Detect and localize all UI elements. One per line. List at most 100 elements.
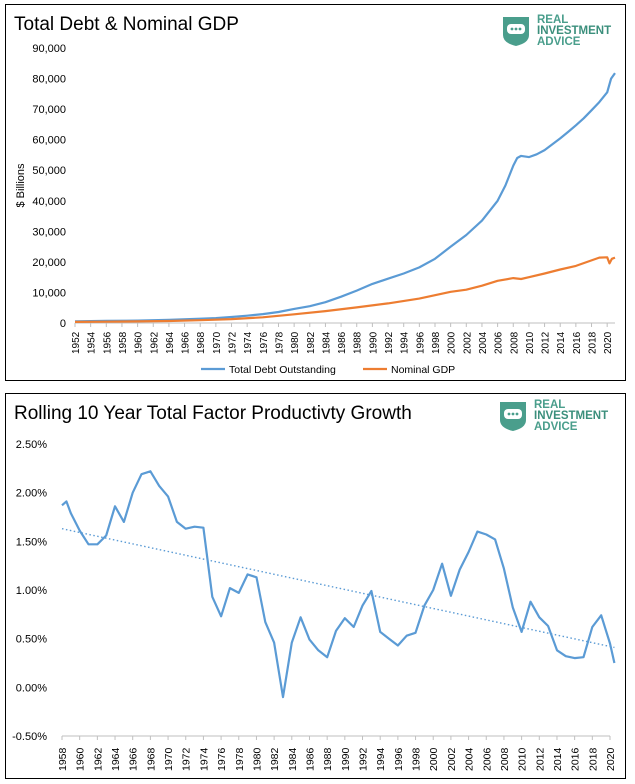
x-tick-label: 2002 bbox=[446, 747, 458, 771]
x-tick-label: 2012 bbox=[534, 747, 546, 771]
x-tick-label: 1964 bbox=[110, 747, 122, 771]
x-tick-label: 2006 bbox=[494, 331, 505, 354]
tfp-line-chart: -0.50% 0.00% 0.50% 1.00% 1.50% 2.00% 2.50% 1958… bbox=[12, 439, 617, 771]
y-tick-label: -0.50% bbox=[12, 731, 47, 743]
chart-title: Rolling 10 Year Total Factor Productivty… bbox=[14, 403, 412, 424]
x-tick-label: 1996 bbox=[393, 747, 405, 771]
x-tick-label: 1982 bbox=[306, 331, 317, 354]
x-tick-label: 2000 bbox=[428, 747, 440, 771]
x-tick-label: 2014 bbox=[552, 747, 564, 771]
brand-logo: REAL INVESTMENT ADVICE bbox=[498, 398, 628, 438]
brand-logo: REAL INVESTMENT ADVICE bbox=[501, 13, 631, 53]
y-tick-label: 20,000 bbox=[32, 257, 66, 269]
y-tick-label: 60,000 bbox=[32, 135, 66, 147]
x-tick-label: 2020 bbox=[603, 331, 614, 354]
x-tick-label: 2010 bbox=[525, 331, 536, 354]
x-tick-label: 1990 bbox=[368, 331, 379, 354]
x-tick-label: 1960 bbox=[134, 331, 145, 354]
x-tick-label: 1990 bbox=[340, 747, 352, 771]
x-tick-label: 1992 bbox=[358, 747, 370, 771]
x-tick-label: 1996 bbox=[415, 331, 426, 354]
x-tick-label: 1980 bbox=[290, 331, 301, 354]
x-tick-label: 2016 bbox=[570, 747, 582, 771]
y-tick-label: 80,000 bbox=[32, 74, 66, 86]
y-tick-label: 90,000 bbox=[32, 43, 66, 55]
x-tick-label: 1992 bbox=[384, 331, 395, 354]
x-tick-label: 1974 bbox=[198, 747, 210, 771]
y-tick-label: 2.00% bbox=[16, 488, 47, 500]
brand-line-1: REAL bbox=[534, 399, 566, 411]
x-tick-label: 1994 bbox=[375, 747, 387, 771]
y-tick-label: 70,000 bbox=[32, 104, 66, 116]
x-tick-label: 1998 bbox=[431, 331, 442, 354]
x-tick-label: 1962 bbox=[92, 747, 104, 771]
x-tick-label: 2000 bbox=[447, 331, 458, 354]
brand-line-2: INVESTMENT bbox=[537, 25, 612, 37]
debt-gdp-chart-panel: Total Debt & Nominal GDP REAL INVESTMENT… bbox=[5, 4, 626, 381]
x-tick-label: 1974 bbox=[243, 331, 254, 354]
x-tick-label: 1984 bbox=[321, 331, 332, 354]
y-tick-label: 30,000 bbox=[32, 226, 66, 238]
series-line-nominal-gdp bbox=[74, 256, 616, 323]
x-tick-label: 1952 bbox=[71, 331, 82, 354]
brand-line-3: ADVICE bbox=[537, 36, 581, 48]
x-tick-label: 1972 bbox=[181, 747, 193, 771]
x-tick-label: 2002 bbox=[462, 331, 473, 354]
debt-gdp-line-chart: 0 10,000 20,000 30,000 40,000 50,000 60,000 70,… bbox=[15, 43, 616, 376]
x-tick-label: 1966 bbox=[128, 747, 140, 771]
y-tick-label: 10,000 bbox=[32, 287, 66, 299]
y-tick-label: 50,000 bbox=[32, 165, 66, 177]
x-tick-label: 2012 bbox=[541, 331, 552, 354]
y-tick-label: 1.00% bbox=[16, 585, 47, 597]
brand-line-2: INVESTMENT bbox=[534, 410, 609, 422]
y-tick-label: 0.00% bbox=[16, 682, 47, 694]
y-tick-label: 2.50% bbox=[16, 439, 47, 451]
x-tick-label: 1976 bbox=[216, 747, 228, 771]
x-tick-label: 2004 bbox=[464, 747, 476, 771]
x-tick-label: 1980 bbox=[251, 747, 263, 771]
x-tick-label: 1984 bbox=[287, 747, 299, 771]
legend-label: Total Debt Outstanding bbox=[229, 364, 336, 376]
tfp-chart-panel: Rolling 10 Year Total Factor Productivty… bbox=[5, 393, 626, 779]
x-tick-label: 1988 bbox=[322, 747, 334, 771]
x-tick-label: 1994 bbox=[400, 331, 411, 354]
x-tick-label: 2018 bbox=[587, 747, 599, 771]
x-tick-label: 2006 bbox=[481, 747, 493, 771]
brand-text: REAL INVESTMENT ADVICE bbox=[534, 399, 609, 433]
x-tick-label: 1972 bbox=[228, 331, 239, 354]
series-line-total-debt bbox=[74, 72, 616, 323]
chart-title: Total Debt & Nominal GDP bbox=[14, 14, 239, 35]
x-tick-label: 1956 bbox=[102, 331, 113, 354]
brand-line-1: REAL bbox=[537, 14, 569, 26]
x-tick-label: 1968 bbox=[145, 747, 157, 771]
x-tick-label: 1986 bbox=[337, 331, 348, 354]
x-tick-label: 1982 bbox=[269, 747, 281, 771]
x-tick-label: 2016 bbox=[572, 331, 583, 354]
x-tick-label: 2018 bbox=[588, 331, 599, 354]
y-axis-label: $ Billions bbox=[15, 163, 27, 208]
x-tick-label: 2010 bbox=[517, 747, 529, 771]
x-tick-label: 1960 bbox=[75, 747, 87, 771]
brand-text: REAL INVESTMENT ADVICE bbox=[537, 14, 612, 48]
x-tick-label: 2008 bbox=[499, 747, 511, 771]
x-tick-label: 2004 bbox=[478, 331, 489, 354]
x-tick-label: 1978 bbox=[274, 331, 285, 354]
x-tick-label: 1986 bbox=[304, 747, 316, 771]
y-tick-label: 1.50% bbox=[16, 536, 47, 548]
chat-bubble-shield-icon bbox=[503, 17, 529, 46]
x-tick-label: 2020 bbox=[605, 747, 617, 771]
x-tick-label: 1970 bbox=[212, 331, 223, 354]
series-line-tfp-growth bbox=[61, 470, 616, 699]
x-tick-label: 1970 bbox=[163, 747, 175, 771]
brand-line-3: ADVICE bbox=[534, 421, 578, 433]
y-tick-label: 0.50% bbox=[16, 634, 47, 646]
x-tick-label: 1976 bbox=[259, 331, 270, 354]
x-tick-label: 1978 bbox=[234, 747, 246, 771]
x-tick-label: 1964 bbox=[165, 331, 176, 354]
x-tick-label: 2008 bbox=[509, 331, 520, 354]
x-tick-label: 1968 bbox=[196, 331, 207, 354]
x-tick-label: 1954 bbox=[87, 331, 98, 354]
x-tick-label: 1958 bbox=[118, 331, 129, 354]
x-tick-label: 1962 bbox=[149, 331, 160, 354]
x-tick-label: 1966 bbox=[181, 331, 192, 354]
